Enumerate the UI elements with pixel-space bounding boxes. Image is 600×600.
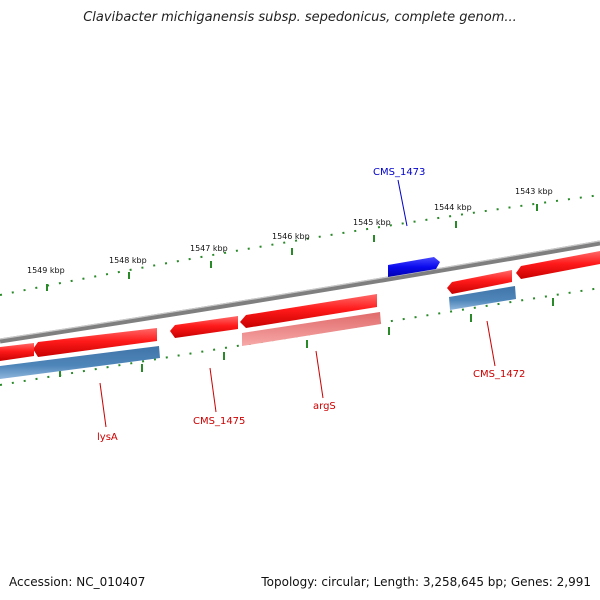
feature-bar-left — [0, 346, 160, 379]
label-cms-1475: CMS_1475 — [193, 416, 245, 427]
ruler-label-1543: 1543 kbp — [515, 187, 553, 196]
genome-summary-text: Topology: circular; Length: 3,258,645 bp… — [261, 575, 591, 589]
label-cms-1472: CMS_1472 — [473, 369, 525, 380]
map-title: Clavibacter michiganensis subsp. sepedon… — [83, 10, 517, 25]
label-args: argS — [313, 401, 336, 412]
gene-cms-1472[interactable] — [447, 270, 512, 294]
label-lysa: lysA — [97, 432, 118, 443]
leader-lysa — [99, 382, 107, 428]
ruler-label-1548: 1548 kbp — [109, 256, 147, 265]
ruler-label-1544: 1544 kbp — [434, 203, 472, 212]
genome-backbone — [0, 240, 600, 344]
ruler-label-1545: 1545 kbp — [353, 218, 391, 227]
inner-ruler — [0, 287, 600, 386]
genome-backbone-highlight — [0, 240, 600, 340]
label-cms-1473: CMS_1473 — [373, 167, 425, 178]
args-annotation-bar — [242, 312, 381, 346]
accession-text: Accession: NC_010407 — [9, 575, 146, 589]
gene-lysa[interactable] — [33, 328, 157, 357]
leader-cms-1475 — [209, 367, 217, 413]
gene-cms-1475[interactable] — [170, 316, 238, 338]
outer-major-ticks — [46, 204, 538, 291]
leader-cms-1473 — [397, 179, 408, 227]
outer-ruler — [0, 194, 600, 296]
inner-major-ticks — [59, 298, 554, 377]
leader-args — [315, 350, 324, 399]
ruler-label-1546: 1546 kbp — [272, 232, 310, 241]
leader-cms-1472 — [486, 320, 496, 367]
gene-cms-1473[interactable] — [388, 257, 440, 277]
gene-right-edge[interactable] — [516, 251, 600, 279]
gene-left-edge[interactable] — [0, 343, 34, 361]
feature-bar-right — [449, 286, 516, 310]
ruler-label-1549: 1549 kbp — [27, 266, 65, 275]
gene-args[interactable] — [240, 294, 377, 328]
ruler-label-1547: 1547 kbp — [190, 244, 228, 253]
